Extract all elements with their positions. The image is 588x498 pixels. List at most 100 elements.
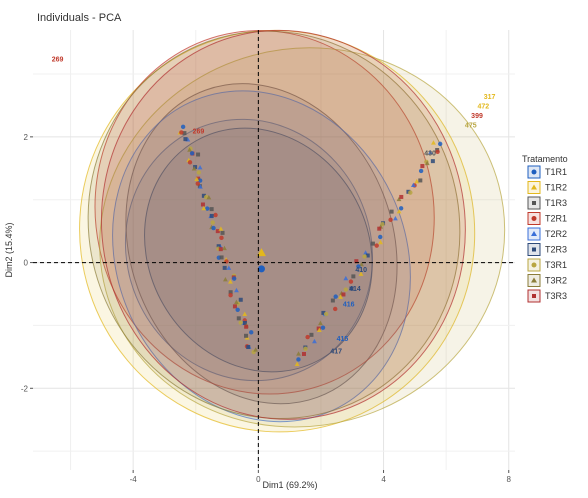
point-right <box>389 209 394 214</box>
point-right <box>408 190 413 195</box>
legend-title: Tratamento <box>522 154 568 164</box>
point-label: 399 <box>471 113 483 120</box>
point-left <box>193 165 198 170</box>
point-right <box>343 275 349 281</box>
point-right <box>362 254 367 259</box>
point-left <box>201 193 206 198</box>
point-left <box>235 307 240 313</box>
point-left <box>198 184 203 189</box>
point-right <box>333 294 338 299</box>
point-right <box>370 241 375 246</box>
origin-lines <box>33 30 515 470</box>
point-left <box>226 265 232 270</box>
ellipse-t3r3 <box>100 29 466 420</box>
x-tick-label: -4 <box>130 475 138 484</box>
point-right <box>396 208 402 214</box>
point-left <box>242 321 247 326</box>
legend-symbol <box>532 201 536 205</box>
point-right <box>320 325 326 330</box>
point-right <box>296 351 301 356</box>
point-right <box>333 306 338 312</box>
point-left <box>231 276 237 281</box>
point-left <box>200 202 205 207</box>
point-right <box>365 253 370 258</box>
point-left <box>228 290 233 295</box>
point-right <box>316 327 322 333</box>
point-left <box>213 212 218 218</box>
point-left <box>196 170 201 175</box>
point-right <box>312 338 317 344</box>
point-right <box>388 217 393 223</box>
point-right <box>309 332 314 337</box>
point-right <box>351 274 356 279</box>
centroid-t1r2 <box>256 248 266 257</box>
point-left <box>222 245 227 251</box>
point-right <box>396 196 402 202</box>
point-right <box>349 286 354 291</box>
point-right <box>430 159 435 164</box>
point-left <box>201 205 207 211</box>
point-left <box>219 235 224 241</box>
point-left <box>216 244 221 249</box>
point-label: 475 <box>465 122 477 129</box>
point-left <box>209 207 214 212</box>
point-right <box>341 292 346 297</box>
point-left <box>196 152 201 157</box>
point-right <box>431 140 436 145</box>
point-right <box>318 320 323 326</box>
point-right <box>294 361 300 367</box>
legend-label: T2R3 <box>545 245 567 255</box>
point-left <box>179 130 184 135</box>
point-left <box>228 293 233 298</box>
point-label: 415 <box>337 336 349 343</box>
point-label: 472 <box>477 104 489 111</box>
point-right <box>343 287 349 292</box>
legend-symbol <box>531 277 537 283</box>
point-label: 414 <box>349 286 361 293</box>
point-label: 430 <box>424 151 436 158</box>
group-centroids <box>256 248 266 273</box>
point-left <box>187 160 193 165</box>
point-right <box>330 298 335 303</box>
grid <box>33 30 515 470</box>
legend-symbol <box>531 262 537 268</box>
point-right <box>316 326 321 331</box>
point-left <box>196 176 201 181</box>
legend-label: T1R2 <box>545 183 567 193</box>
point-right <box>338 294 344 299</box>
legend-label: T2R2 <box>545 229 567 239</box>
point-right <box>418 178 423 183</box>
legend-label: T2R1 <box>545 214 567 224</box>
x-tick-label: 4 <box>381 475 386 484</box>
x-tick-label: 8 <box>507 475 512 484</box>
point-right <box>428 149 433 155</box>
centroid-t1r1 <box>257 265 265 273</box>
point-left <box>232 304 237 309</box>
y-tick-label: -2 <box>21 384 29 393</box>
point-right <box>378 239 383 245</box>
point-left <box>236 316 241 321</box>
legend-symbol <box>531 231 537 236</box>
point-right <box>393 216 398 221</box>
point-left <box>219 255 224 260</box>
point-right <box>374 243 379 248</box>
point-right <box>398 206 404 211</box>
point-left <box>210 220 215 225</box>
point-right <box>305 334 310 340</box>
legend-label: T3R1 <box>545 260 567 270</box>
point-left <box>249 330 254 335</box>
y-axis-label: Dim2 (15.4%) <box>4 222 14 277</box>
confidence-ellipses <box>79 29 506 433</box>
data-points <box>177 124 443 367</box>
point-labels: 269 269 317 472 399 475 430 417 415 416 414 410 <box>52 56 496 355</box>
point-label: 269 <box>52 56 64 63</box>
point-left <box>183 137 188 142</box>
point-right <box>418 168 424 174</box>
chart-title: Individuals - PCA <box>37 12 122 24</box>
point-left <box>218 226 224 231</box>
point-right <box>296 357 301 362</box>
legend-symbol <box>531 169 537 175</box>
point-right <box>410 182 416 187</box>
point-left <box>246 345 251 350</box>
